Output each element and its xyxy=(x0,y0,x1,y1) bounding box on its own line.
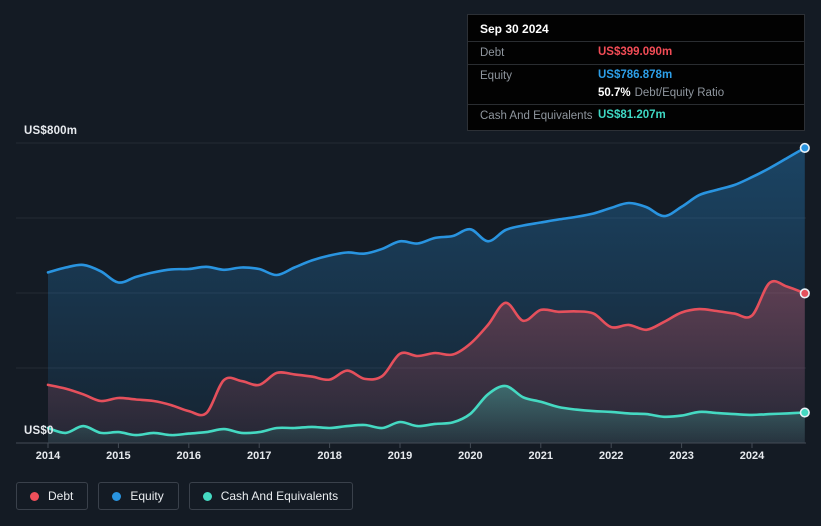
tooltip-ratio-label: Debt/Equity Ratio xyxy=(634,87,725,99)
x-tick-label: 2015 xyxy=(106,450,130,462)
x-tick-label: 2022 xyxy=(599,450,623,462)
legend-item-equity[interactable]: Equity xyxy=(98,482,179,510)
tooltip-equity-value: US$786.878m xyxy=(598,69,673,81)
equity-line xyxy=(46,146,807,284)
debt-equity-history-chart[interactable]: 2014 2015 2016 2017 2018 2019 2020 2021 2022 2023… xyxy=(0,0,821,470)
y-axis-zero-label: US$0 xyxy=(24,425,54,437)
x-tick-label: 2024 xyxy=(740,450,765,462)
equity-endpoint-dot xyxy=(799,142,810,154)
debt-endpoint-dot xyxy=(799,288,810,299)
legend-label-debt: Debt xyxy=(48,489,74,503)
x-tick-label: 2018 xyxy=(317,450,341,462)
chart-tooltip: Sep 30 2024 Debt US$399.090m Equity US$7… xyxy=(467,14,805,131)
tooltip-equity-label: Equity xyxy=(480,70,512,82)
x-tick-label: 2019 xyxy=(388,450,412,462)
x-tick-label: 2020 xyxy=(458,450,482,462)
tooltip-debt-label: Debt xyxy=(480,47,505,59)
x-tick-label: 2021 xyxy=(529,450,553,462)
x-tick-label: 2017 xyxy=(247,450,271,462)
y-axis-max-label: US$800m xyxy=(24,125,78,137)
cash-area xyxy=(48,385,805,443)
tooltip-cash-label: Cash And Equivalents xyxy=(480,110,593,122)
cash-legend-dot-icon xyxy=(202,491,212,501)
tooltip-date: Sep 30 2024 xyxy=(480,22,549,36)
tooltip-cash-row: Cash And Equivalents US$81.207m xyxy=(468,104,804,130)
legend-item-cash[interactable]: Cash And Equivalents xyxy=(188,482,354,510)
cash-line xyxy=(46,384,807,437)
tooltip-debt-value: US$399.090m xyxy=(598,46,673,58)
x-tick-label: 2016 xyxy=(177,450,201,462)
tooltip-equity-row: Equity US$786.878m 50.7% Debt/Equity Rati… xyxy=(468,64,804,104)
chart-legend: Debt Equity Cash And Equivalents xyxy=(16,482,354,510)
debt-legend-dot-icon xyxy=(30,491,39,501)
x-tick-label: 2014 xyxy=(36,450,61,462)
tooltip-ratio-value: 50.7% xyxy=(598,87,631,99)
tooltip-cash-value: US$81.207m xyxy=(598,109,666,121)
legend-label-cash: Cash And Equivalents xyxy=(220,489,339,503)
equity-legend-dot-icon xyxy=(112,491,122,501)
tooltip-debt-equity-ratio: 50.7% Debt/Equity Ratio xyxy=(598,86,724,101)
debt-area xyxy=(48,281,805,443)
legend-item-debt[interactable]: Debt xyxy=(16,482,89,510)
x-tick-label: 2023 xyxy=(669,450,693,462)
cash-endpoint-dot xyxy=(799,407,810,418)
tooltip-debt-row: Debt US$399.090m xyxy=(468,41,804,64)
debt-line xyxy=(46,279,807,417)
legend-label-equity: Equity xyxy=(130,489,164,503)
